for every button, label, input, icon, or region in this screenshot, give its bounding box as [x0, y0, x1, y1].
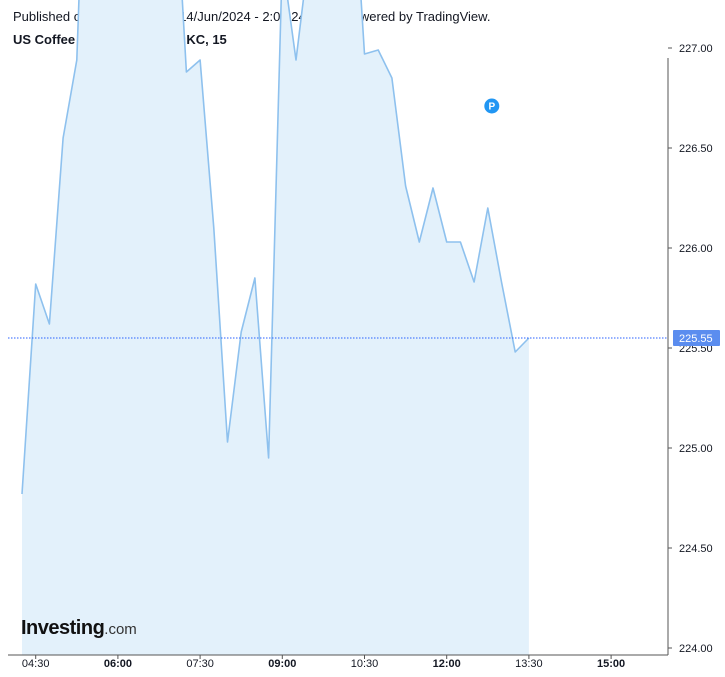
investing-logo: Investing.com	[21, 617, 137, 639]
x-tick-label: 13:30	[515, 658, 543, 670]
y-tick-label: 226.50	[679, 143, 713, 155]
y-tick-label: 226.00	[679, 243, 713, 255]
y-tick-label: 225.00	[679, 443, 713, 455]
x-tick-label: 07:30	[186, 658, 214, 670]
x-tick-label: 09:00	[268, 658, 296, 670]
last-price-label: 225.55	[679, 333, 713, 345]
price-line	[21, 0, 530, 495]
x-tick-label: 06:00	[104, 658, 132, 670]
x-tick-label: 12:00	[433, 658, 461, 670]
last-price-badge	[673, 330, 720, 346]
y-tick-label: 227.00	[679, 43, 713, 55]
y-tick-label: 224.50	[679, 543, 713, 555]
x-tick-label: 15:00	[597, 658, 625, 670]
area-fill	[22, 0, 529, 655]
p-marker-label: P	[488, 102, 495, 113]
x-tick-label: 04:30	[22, 658, 50, 670]
y-tick-label: 224.00	[679, 643, 713, 655]
x-tick-label: 10:30	[351, 658, 379, 670]
p-marker[interactable]	[484, 98, 500, 114]
